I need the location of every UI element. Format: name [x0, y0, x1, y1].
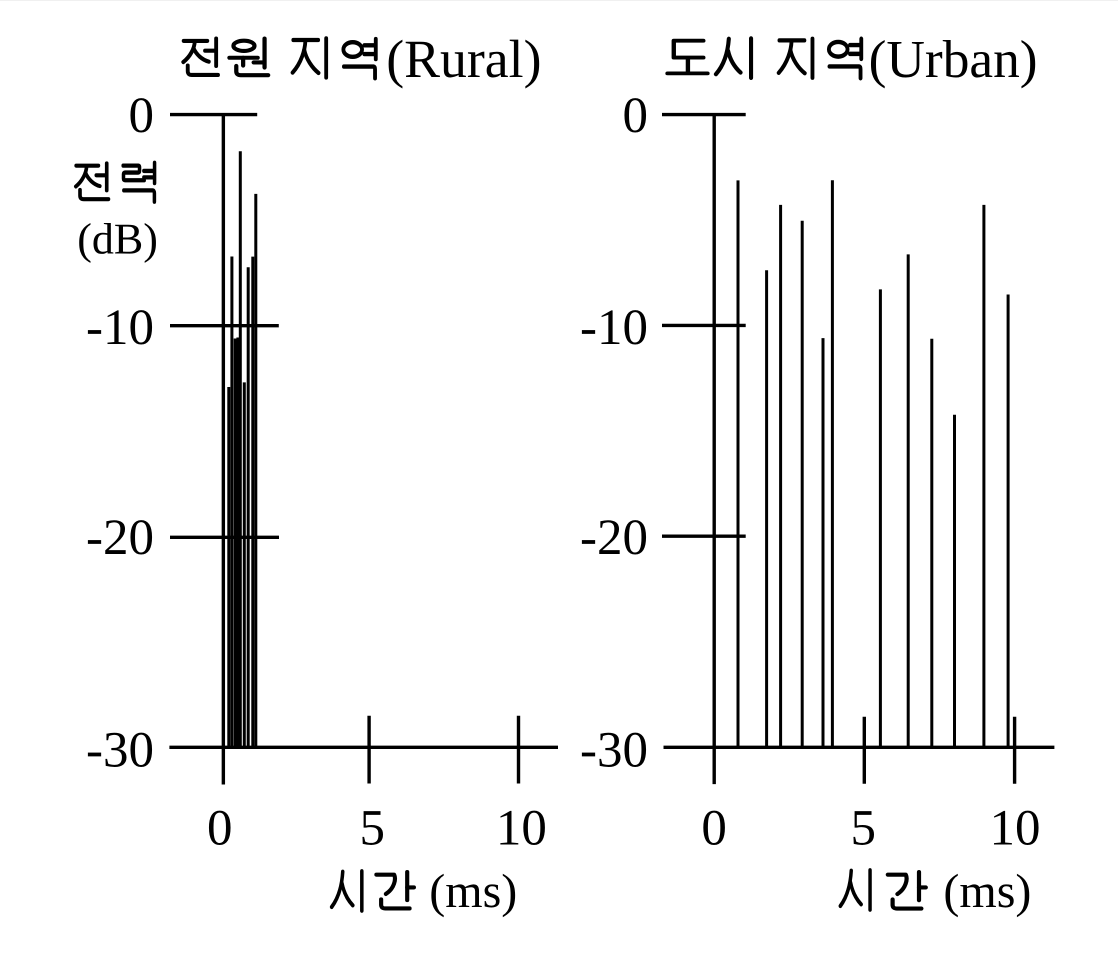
svg-text:-10: -10: [580, 300, 648, 356]
svg-text:5: 5: [851, 800, 877, 856]
svg-text:10: 10: [990, 800, 1041, 856]
svg-text:(Urban): (Urban): [869, 29, 1038, 89]
svg-text:0: 0: [701, 800, 727, 856]
svg-text:5: 5: [359, 800, 385, 856]
svg-text:0: 0: [623, 88, 649, 144]
svg-text:-20: -20: [86, 510, 154, 566]
svg-text:10: 10: [496, 800, 547, 856]
svg-text:-30: -30: [86, 722, 154, 778]
svg-text:(ms): (ms): [943, 865, 1031, 918]
svg-text:(Rural): (Rural): [386, 29, 541, 89]
svg-text:-10: -10: [86, 300, 154, 356]
svg-text:0: 0: [129, 88, 155, 144]
svg-text:(dB): (dB): [77, 215, 158, 264]
svg-text:(ms): (ms): [429, 865, 517, 918]
svg-text:0: 0: [207, 800, 233, 856]
svg-text:-30: -30: [580, 722, 648, 778]
svg-text:-20: -20: [580, 510, 648, 566]
